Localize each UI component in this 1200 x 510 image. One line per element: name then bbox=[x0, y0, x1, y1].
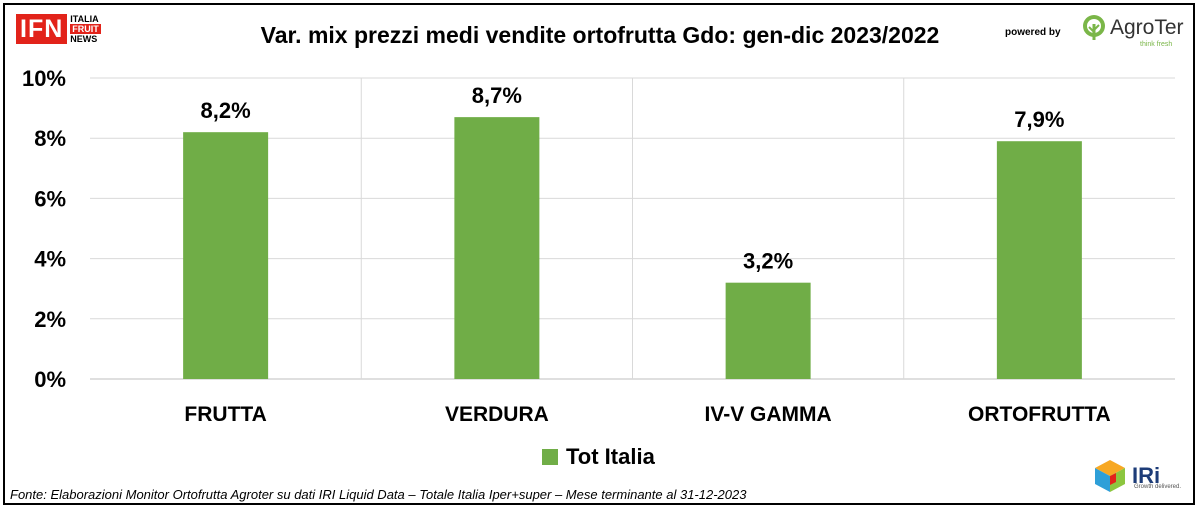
data-label: 8,2% bbox=[201, 98, 251, 123]
iri-logo: IRi Growth delivered. bbox=[1092, 458, 1181, 494]
ifn-logo-line1: ITALIA bbox=[70, 14, 99, 24]
bar bbox=[725, 282, 811, 379]
legend: Tot Italia bbox=[542, 444, 655, 470]
powered-by-label: powered by bbox=[1005, 27, 1061, 38]
ifn-logo-line2: FRUIT bbox=[70, 24, 101, 34]
ifn-logo: IFN ITALIA FRUIT NEWS bbox=[16, 14, 101, 44]
agroter-logo-tagline: think fresh bbox=[1140, 41, 1173, 48]
legend-swatch bbox=[542, 449, 558, 465]
iri-logo-tagline: Growth delivered. bbox=[1134, 484, 1182, 490]
ifn-logo-mark: IFN bbox=[16, 14, 68, 44]
bar bbox=[454, 117, 540, 379]
category-label: IV-V GAMMA bbox=[705, 403, 832, 426]
y-tick-label: 0% bbox=[34, 367, 66, 392]
iri-logo-name: IRi bbox=[1132, 463, 1161, 488]
data-label: 7,9% bbox=[1014, 107, 1064, 132]
tree-icon bbox=[1083, 15, 1105, 40]
bar bbox=[996, 141, 1082, 379]
chart-title: Var. mix prezzi medi vendite ortofrutta … bbox=[260, 22, 940, 48]
category-label: FRUTTA bbox=[184, 403, 266, 426]
y-tick-label: 10% bbox=[22, 66, 66, 91]
ifn-logo-line3: NEWS bbox=[70, 34, 98, 44]
source-note: Fonte: Elaborazioni Monitor Ortofrutta A… bbox=[10, 487, 747, 502]
y-tick-label: 6% bbox=[34, 186, 66, 211]
data-label: 8,7% bbox=[472, 83, 522, 108]
agroter-logo-name: AgroTer bbox=[1110, 16, 1184, 39]
y-tick-label: 8% bbox=[34, 126, 66, 151]
y-tick-label: 2% bbox=[34, 307, 66, 332]
category-label: ORTOFRUTTA bbox=[968, 403, 1111, 426]
ifn-logo-text: ITALIA FRUIT NEWS bbox=[70, 14, 101, 44]
data-label: 3,2% bbox=[743, 249, 793, 274]
cube-icon bbox=[1095, 460, 1125, 492]
y-tick-label: 4% bbox=[34, 247, 66, 272]
category-label: VERDURA bbox=[445, 403, 549, 426]
agroter-logo: AgroTer think fresh bbox=[1080, 14, 1184, 48]
legend-label: Tot Italia bbox=[566, 444, 655, 469]
bar bbox=[183, 132, 269, 379]
